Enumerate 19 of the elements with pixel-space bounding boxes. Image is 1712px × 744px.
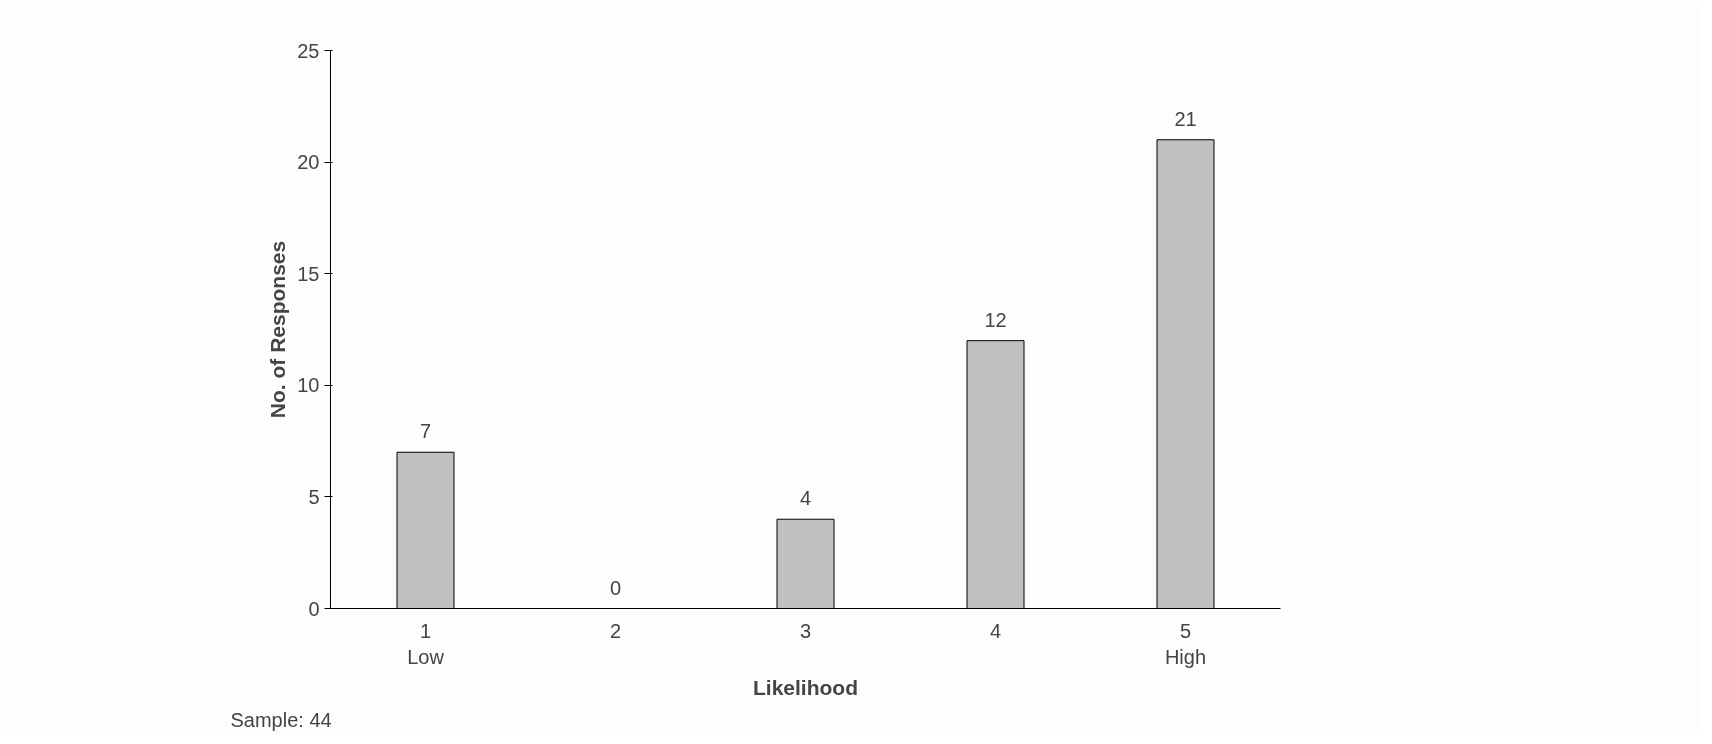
y-tick-label: 15 <box>297 262 320 285</box>
y-axis-title: No. of Responses <box>266 240 290 419</box>
y-tick-label: 5 <box>308 485 320 508</box>
x-tick-label: 5 High <box>1164 619 1207 668</box>
y-tick-label: 0 <box>308 597 320 620</box>
data-label: 7 <box>419 420 432 443</box>
x-tick-label: 4 <box>989 619 1002 642</box>
data-label: 21 <box>1174 107 1197 130</box>
x-tick-label: 3 <box>799 619 812 642</box>
x-tick-label: 1 Low <box>407 619 445 668</box>
data-label: 4 <box>799 487 812 510</box>
y-tick-label: 25 <box>297 39 320 62</box>
data-label: 12 <box>984 308 1007 331</box>
y-tick-label: 10 <box>297 374 320 397</box>
x-axis-title: Likelihood <box>753 675 858 699</box>
y-tick-label: 20 <box>297 151 320 174</box>
text: Sample: 44 <box>230 708 332 731</box>
x-tick-label: 2 <box>609 619 622 642</box>
data-label: 0 <box>609 576 622 599</box>
